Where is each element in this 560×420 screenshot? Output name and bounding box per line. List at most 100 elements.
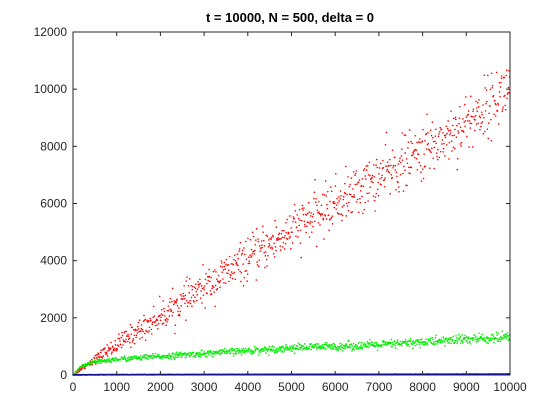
data-point bbox=[359, 201, 362, 204]
data-point bbox=[500, 77, 503, 79]
data-point bbox=[484, 110, 487, 112]
data-point bbox=[359, 345, 361, 348]
data-point bbox=[133, 334, 136, 337]
data-point bbox=[355, 347, 358, 350]
data-point bbox=[452, 146, 455, 149]
data-point bbox=[455, 136, 458, 139]
data-point bbox=[128, 335, 130, 338]
data-point bbox=[189, 299, 191, 302]
data-point bbox=[151, 333, 153, 335]
data-point bbox=[358, 211, 360, 214]
data-point bbox=[490, 118, 492, 121]
data-point bbox=[123, 355, 126, 357]
data-point bbox=[108, 357, 110, 360]
data-point bbox=[184, 302, 186, 305]
data-point bbox=[459, 126, 462, 129]
data-point bbox=[258, 245, 261, 247]
data-point bbox=[276, 351, 278, 354]
data-point bbox=[353, 348, 356, 351]
data-point bbox=[208, 268, 210, 271]
data-point bbox=[341, 214, 344, 217]
data-point bbox=[321, 345, 323, 348]
data-point bbox=[229, 352, 232, 354]
data-point bbox=[430, 151, 432, 154]
data-point bbox=[149, 317, 151, 320]
data-point bbox=[168, 357, 171, 359]
data-point bbox=[180, 305, 182, 307]
data-point bbox=[264, 266, 266, 269]
data-point bbox=[446, 144, 448, 146]
data-point bbox=[255, 279, 258, 281]
data-point bbox=[216, 287, 219, 290]
data-point bbox=[235, 261, 238, 264]
data-point bbox=[126, 335, 129, 337]
data-point bbox=[188, 301, 190, 304]
data-point bbox=[107, 346, 110, 349]
data-point bbox=[326, 203, 328, 206]
data-point bbox=[356, 198, 359, 201]
data-point bbox=[507, 92, 509, 94]
data-point bbox=[292, 216, 295, 218]
data-point bbox=[255, 239, 257, 241]
data-point bbox=[172, 311, 175, 314]
data-point bbox=[504, 108, 507, 111]
data-point bbox=[95, 356, 98, 359]
data-point bbox=[257, 348, 260, 351]
data-point bbox=[89, 360, 92, 362]
data-point bbox=[189, 302, 192, 305]
data-point bbox=[109, 347, 112, 350]
data-point bbox=[237, 268, 240, 271]
data-point bbox=[171, 300, 173, 303]
data-point bbox=[400, 155, 403, 157]
data-point bbox=[335, 204, 338, 206]
data-point bbox=[478, 115, 481, 118]
data-point bbox=[213, 291, 215, 293]
data-point bbox=[466, 120, 469, 122]
data-point bbox=[444, 155, 446, 157]
data-point bbox=[400, 343, 403, 346]
data-point bbox=[230, 271, 233, 273]
data-point bbox=[291, 231, 293, 233]
data-point bbox=[482, 104, 484, 106]
data-point bbox=[259, 250, 262, 252]
data-point bbox=[369, 174, 371, 177]
data-point bbox=[122, 358, 125, 360]
data-point bbox=[356, 345, 359, 348]
data-point bbox=[505, 74, 508, 77]
data-point bbox=[412, 347, 414, 350]
data-point bbox=[262, 239, 265, 242]
data-point bbox=[285, 221, 287, 224]
data-point bbox=[221, 271, 223, 273]
data-point bbox=[449, 132, 452, 134]
data-point bbox=[278, 238, 281, 240]
data-point bbox=[450, 342, 452, 345]
data-point bbox=[231, 347, 233, 350]
data-point bbox=[448, 342, 451, 344]
data-point bbox=[365, 343, 367, 346]
data-point bbox=[146, 357, 148, 359]
data-point bbox=[154, 321, 157, 323]
data-point bbox=[207, 353, 210, 356]
data-point bbox=[487, 122, 490, 125]
data-point bbox=[367, 200, 369, 202]
data-point bbox=[280, 238, 282, 240]
data-point bbox=[199, 297, 202, 299]
data-point bbox=[175, 353, 177, 356]
data-point bbox=[435, 152, 438, 154]
data-point bbox=[309, 221, 312, 223]
data-point bbox=[329, 218, 332, 220]
data-point bbox=[247, 262, 250, 265]
data-point bbox=[257, 240, 260, 243]
data-point bbox=[201, 349, 203, 352]
data-point bbox=[289, 345, 291, 348]
data-point bbox=[227, 269, 230, 271]
data-point bbox=[426, 113, 428, 116]
data-point bbox=[403, 134, 406, 136]
series-layer bbox=[72, 69, 511, 376]
data-point bbox=[185, 280, 188, 282]
data-point bbox=[318, 200, 320, 203]
data-point bbox=[322, 218, 325, 221]
data-point bbox=[468, 337, 470, 340]
data-point bbox=[416, 343, 418, 345]
data-point bbox=[213, 353, 215, 356]
